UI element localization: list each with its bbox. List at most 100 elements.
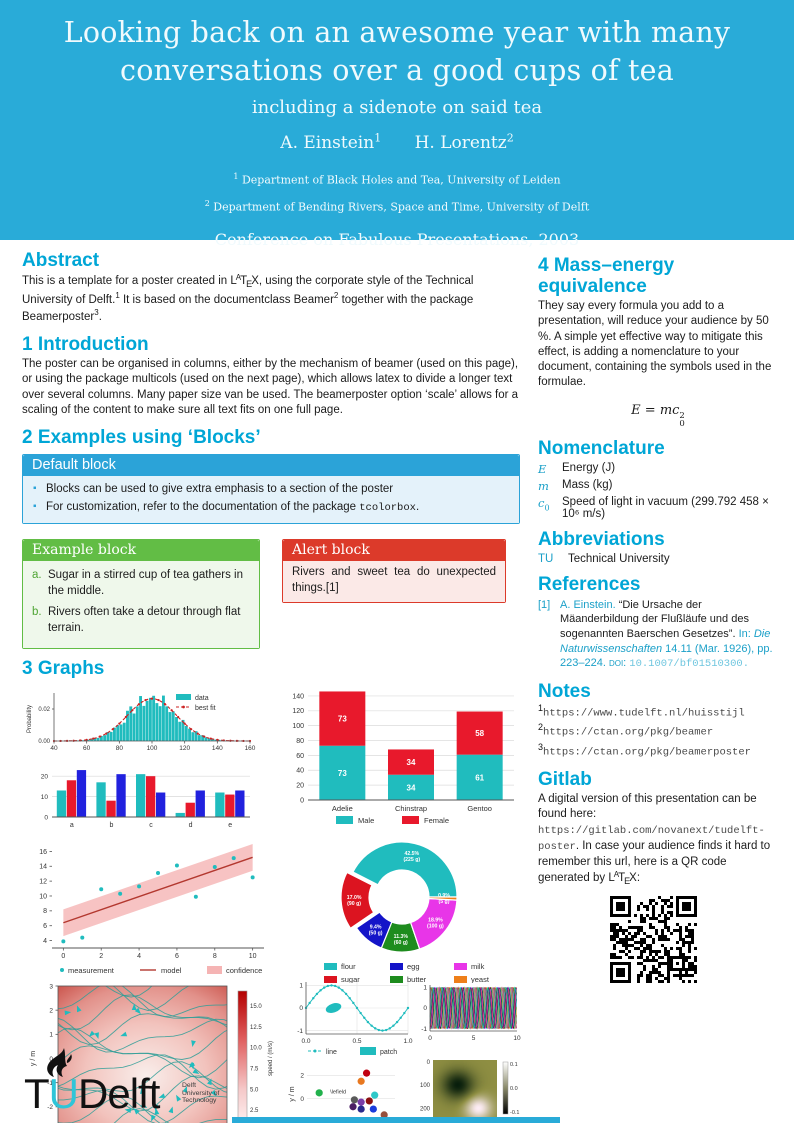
svg-text:0.0: 0.0 <box>301 1038 310 1045</box>
svg-text:speed / (m/s): speed / (m/s) <box>268 1041 274 1076</box>
multiline-plot: 0 5 10 1 0 -1 <box>417 981 521 1054</box>
svg-text:12.5: 12.5 <box>250 1025 262 1031</box>
svg-text:Male: Male <box>358 816 374 825</box>
svg-text:egg: egg <box>407 962 420 971</box>
svg-text:6: 6 <box>43 924 47 931</box>
svg-text:42.5%(225 g): 42.5% (225 g) <box>403 852 420 864</box>
svg-text:60: 60 <box>296 753 304 760</box>
gitlab-heading: Gitlab <box>538 769 592 791</box>
title-line-2: conversations over a good cups of tea <box>120 54 674 87</box>
svg-text:-1: -1 <box>47 1080 53 1087</box>
svg-text:80: 80 <box>296 738 304 745</box>
svg-text:0: 0 <box>49 1056 53 1063</box>
svg-text:milk: milk <box>471 962 485 971</box>
svg-text:10: 10 <box>39 894 47 901</box>
svg-text:butter: butter <box>407 975 427 983</box>
svg-text:73: 73 <box>338 769 347 778</box>
note-2: 2https://ctan.org/pkg/beamer <box>538 722 714 740</box>
svg-text:patch: patch <box>380 1049 397 1056</box>
svg-text:15.0: 15.0 <box>250 1004 262 1010</box>
svg-text:flour: flour <box>341 962 356 971</box>
svg-text:measurement: measurement <box>68 966 115 975</box>
note-1: 1https://www.tudelft.nl/huisstijl <box>538 703 745 720</box>
svg-text:40: 40 <box>296 768 304 775</box>
svg-text:4: 4 <box>137 953 141 960</box>
svg-text:0.9%(5 g): 0.9% (5 g) <box>438 894 450 906</box>
svg-text:d: d <box>189 822 193 829</box>
svg-text:11.3%(60 g): 11.3% (60 g) <box>394 934 409 946</box>
svg-text:-1: -1 <box>297 1028 303 1035</box>
link[interactable]: https://ctan.org/pkg/beamer <box>543 727 714 740</box>
svg-text:6: 6 <box>175 953 179 960</box>
right-column: 4 Mass–energy equivalence They say every… <box>538 246 778 988</box>
svg-text:100: 100 <box>292 723 304 730</box>
link[interactable]: https://gitlab.com/novanext/tudelft-post… <box>538 824 765 853</box>
svg-text:sugar: sugar <box>341 975 360 983</box>
svg-text:1.0: 1.0 <box>403 1038 412 1045</box>
svg-text:100: 100 <box>147 745 158 752</box>
donut-chart: 42.5% (225 g) 17.0% (90 g) 9.4% (50 g) 11.3% (6… <box>294 833 514 988</box>
svg-text:0: 0 <box>61 953 65 960</box>
conference-line: Conference on Fabulous Presentations, 20… <box>214 229 580 249</box>
svg-text:-2: -2 <box>47 1105 53 1112</box>
sine-plot: 0.0 0.5 1.0 1 0 -1 line patch <box>290 977 416 1068</box>
example-block: Example block a. Sugar in a stirred cup o… <box>22 539 260 650</box>
field-scatter-plot: \lefield-2.50.02.502x / my / m <box>287 1059 407 1123</box>
default-block-bullet-1: Blocks can be used to give extra emphasi… <box>32 482 510 498</box>
default-block-bullet-2: For customization, refer to the document… <box>32 500 510 516</box>
abstract-text: This is a template for a poster created … <box>22 273 474 323</box>
latex-logo: LATEX <box>608 869 637 886</box>
abbreviations-heading: Abbreviations <box>538 528 665 550</box>
nomenclature-heading: Nomenclature <box>538 437 665 459</box>
latex-logo: LATEX <box>230 273 259 289</box>
link[interactable]: 10.1007/bf01510300. <box>629 658 750 671</box>
svg-text:0.00: 0.00 <box>38 739 50 745</box>
svg-text:20: 20 <box>41 774 49 781</box>
default-block: Default block Blocks can be used to give… <box>22 454 520 525</box>
grouped-bar-chart: 0 10 20 a b c d e <box>24 761 256 840</box>
svg-text:140: 140 <box>292 694 304 701</box>
link[interactable]: https://www.tudelft.nl/huisstijl <box>543 707 745 720</box>
svg-text:0.02: 0.02 <box>38 707 50 713</box>
svg-text:10: 10 <box>41 794 49 801</box>
svg-text:Chinstrap: Chinstrap <box>395 804 427 813</box>
link[interactable]: https://ctan.org/pkg/beamerposter <box>543 746 751 759</box>
heatmap-canvas <box>433 1060 497 1119</box>
authors: A. Einstein1 H. Lorentz2 <box>0 131 794 153</box>
svg-text:e: e <box>228 822 232 829</box>
example-item-a: a. Sugar in a stirred cup of tea gathers … <box>32 569 243 597</box>
svg-text:confidence: confidence <box>226 966 262 975</box>
svg-text:1: 1 <box>299 983 303 990</box>
introduction-text: The poster can be organised in columns, … <box>22 358 519 417</box>
abbreviation-row: TU Technical University <box>538 552 670 565</box>
svg-text:3: 3 <box>49 984 53 991</box>
default-block-title: Default block <box>23 455 519 477</box>
mass-formula: E = mc 2 0 <box>631 402 685 429</box>
svg-text:\lefield: \lefield <box>330 1090 346 1096</box>
histogram-chart: 40 60 80 100 120 140 160 0.00 0.02 Probability dat… <box>24 687 256 764</box>
svg-text:1: 1 <box>49 1032 53 1039</box>
abstract-heading: Abstract <box>22 250 100 271</box>
svg-text:10: 10 <box>249 953 257 960</box>
svg-text:2.5: 2.5 <box>250 1109 259 1115</box>
reference-1: [1] A. Einstein. “Die Ursache der Mäande… <box>538 598 773 671</box>
svg-text:0.1: 0.1 <box>510 1062 518 1068</box>
svg-text:7.5: 7.5 <box>250 1067 259 1073</box>
svg-text:0: 0 <box>300 798 304 805</box>
svg-text:Female: Female <box>424 816 449 825</box>
svg-text:y / m: y / m <box>289 1087 296 1102</box>
svg-text:0.0: 0.0 <box>510 1086 518 1092</box>
svg-text:Adelie: Adelie <box>332 804 353 813</box>
nomenclature-row: E Energy (J) <box>538 461 616 476</box>
qr-code <box>610 895 778 988</box>
svg-text:58: 58 <box>475 729 484 738</box>
svg-text:5: 5 <box>472 1035 476 1042</box>
mass-text: They say every formula you add to a pres… <box>538 300 772 389</box>
alert-block-text: Rivers and sweet tea do unexpected thing… <box>283 561 505 603</box>
svg-text:-0.1: -0.1 <box>510 1110 519 1116</box>
left-column: Abstract This is a template for a poster… <box>22 246 521 1123</box>
svg-text:10: 10 <box>513 1035 521 1042</box>
svg-text:18.9%(100 g): 18.9% (100 g) <box>427 918 444 930</box>
regression-chart: 0 2 4 6 8 10 4 6 8 10 12 14 16 measurement model confid… <box>22 836 272 989</box>
